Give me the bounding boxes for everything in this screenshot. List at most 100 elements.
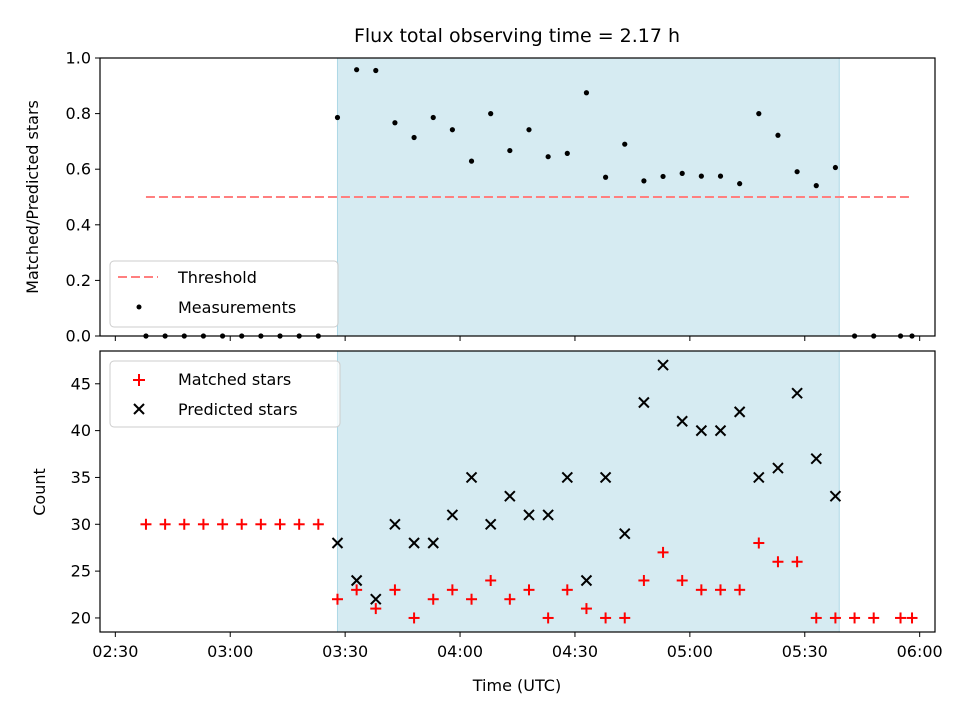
top-panel-axes: 0.0 0.2 0.4 0.6 0.8 1.0: [66, 49, 921, 346]
measurement-point: [679, 170, 685, 176]
x-tick-label: 02:30: [92, 642, 138, 661]
predicted-star-point: [810, 453, 822, 465]
x-tick-label: 06:00: [897, 642, 943, 661]
predicted-star-point: [542, 509, 554, 521]
matched-star-point: [600, 612, 612, 624]
top-legend: Threshold Measurements: [109, 260, 339, 328]
matched-star-point: [408, 612, 420, 624]
matched-star-point: [255, 518, 267, 530]
predicted-star-point: [791, 387, 803, 399]
predicted-star-point: [446, 509, 459, 521]
predicted-star-point: [465, 471, 478, 484]
top-y-tick-label: 0.4: [66, 215, 91, 234]
predicted-star-point: [331, 537, 344, 549]
bottom-y-tick-label: 20: [71, 608, 91, 627]
predicted-star-point: [370, 593, 382, 605]
measurement-point: [468, 158, 475, 164]
measurement-point: [449, 127, 455, 133]
x-tick-label: 04:30: [552, 642, 598, 661]
legend-predicted-label: Predicted stars: [178, 400, 298, 419]
matched-star-point: [906, 612, 918, 624]
measurement-point: [507, 147, 513, 154]
predicted-star-point: [427, 537, 439, 549]
legend-predicted-swatch: [133, 403, 145, 415]
legend-matched-swatch: [133, 374, 145, 386]
legend-threshold-label: Threshold: [177, 268, 257, 287]
bottom-legend-box: [109, 360, 341, 428]
matched-star-point: [542, 612, 554, 624]
predicted-star-point: [561, 471, 574, 484]
measurement-point: [564, 150, 570, 156]
predicted-star-point: [657, 359, 669, 371]
predicted-star-point: [753, 471, 765, 484]
top-y-axis-label: Matched/Predicted stars: [23, 100, 42, 294]
measurement-point: [775, 132, 781, 138]
bottom-y-tick-label: 35: [71, 468, 91, 487]
matched-star-point: [178, 518, 190, 530]
matched-star-point: [895, 612, 907, 624]
measurement-point: [622, 141, 628, 147]
predicted-star-point: [676, 415, 688, 427]
matched-star-point: [446, 584, 458, 596]
measurement-point: [583, 90, 590, 96]
top-y-tick-label: 0.0: [66, 327, 91, 346]
matched-star-point: [619, 612, 631, 624]
predicted-star-point: [695, 424, 708, 437]
matched-star-point: [504, 593, 516, 605]
measurement-point: [411, 134, 417, 141]
top-y-tick-label: 0.2: [66, 271, 91, 290]
observing-window-shade-bottom: [336, 350, 840, 633]
measurement-point: [832, 164, 839, 171]
predicted-star-point: [638, 396, 650, 409]
matched-star-point: [772, 556, 784, 568]
measurement-point: [717, 173, 724, 179]
x-tick-label: 03:00: [207, 642, 253, 661]
measurement-point: [430, 114, 436, 121]
predicted-star-point: [599, 471, 612, 484]
matched-star-point: [523, 584, 535, 596]
matched-star-point: [829, 612, 841, 624]
matched-star-point: [236, 518, 248, 530]
measurement-point: [698, 173, 704, 179]
measurement-point: [545, 154, 551, 160]
x-tick-label: 05:30: [782, 642, 828, 661]
matched-star-point: [331, 593, 343, 605]
predicted-star-point: [389, 518, 401, 530]
x-tick-label: 03:30: [322, 642, 368, 661]
measurement-point: [794, 169, 800, 175]
matched-star-point: [293, 518, 305, 530]
matched-star-point: [580, 603, 592, 615]
top-y-tick-label: 0.6: [66, 160, 91, 179]
predicted-star-point: [408, 537, 420, 549]
predicted-star-point: [350, 574, 363, 587]
chart-title: Flux total observing time = 2.17 h: [354, 25, 680, 47]
predicted-star-point: [619, 527, 631, 540]
matched-star-point: [561, 584, 573, 596]
measurement-point: [641, 178, 647, 184]
matched-star-point: [370, 603, 382, 615]
predicted-star-point: [484, 518, 497, 530]
measurement-point: [526, 127, 532, 133]
measurement-point: [602, 174, 609, 180]
predicted-star-point: [504, 490, 516, 502]
measurement-point: [354, 67, 360, 73]
matched-star-point: [638, 574, 650, 586]
matched-star-point: [753, 537, 765, 549]
legend-measurements-label: Measurements: [178, 298, 296, 317]
matched-star-point: [676, 574, 688, 586]
matched-star-point: [695, 584, 707, 596]
predicted-star-point: [523, 509, 535, 521]
bottom-panel-marks: [140, 359, 918, 624]
measurement-point: [756, 111, 762, 117]
matched-star-point: [140, 518, 152, 530]
top-legend-box: [109, 260, 339, 328]
measurement-point: [660, 173, 666, 180]
measurement-point: [488, 111, 494, 117]
matched-star-point: [312, 518, 324, 530]
matched-star-point: [810, 612, 822, 624]
matched-star-point: [849, 612, 861, 624]
predicted-star-point: [733, 406, 746, 418]
predicted-star-point: [772, 462, 784, 474]
bottom-y-tick-label: 45: [71, 374, 91, 393]
